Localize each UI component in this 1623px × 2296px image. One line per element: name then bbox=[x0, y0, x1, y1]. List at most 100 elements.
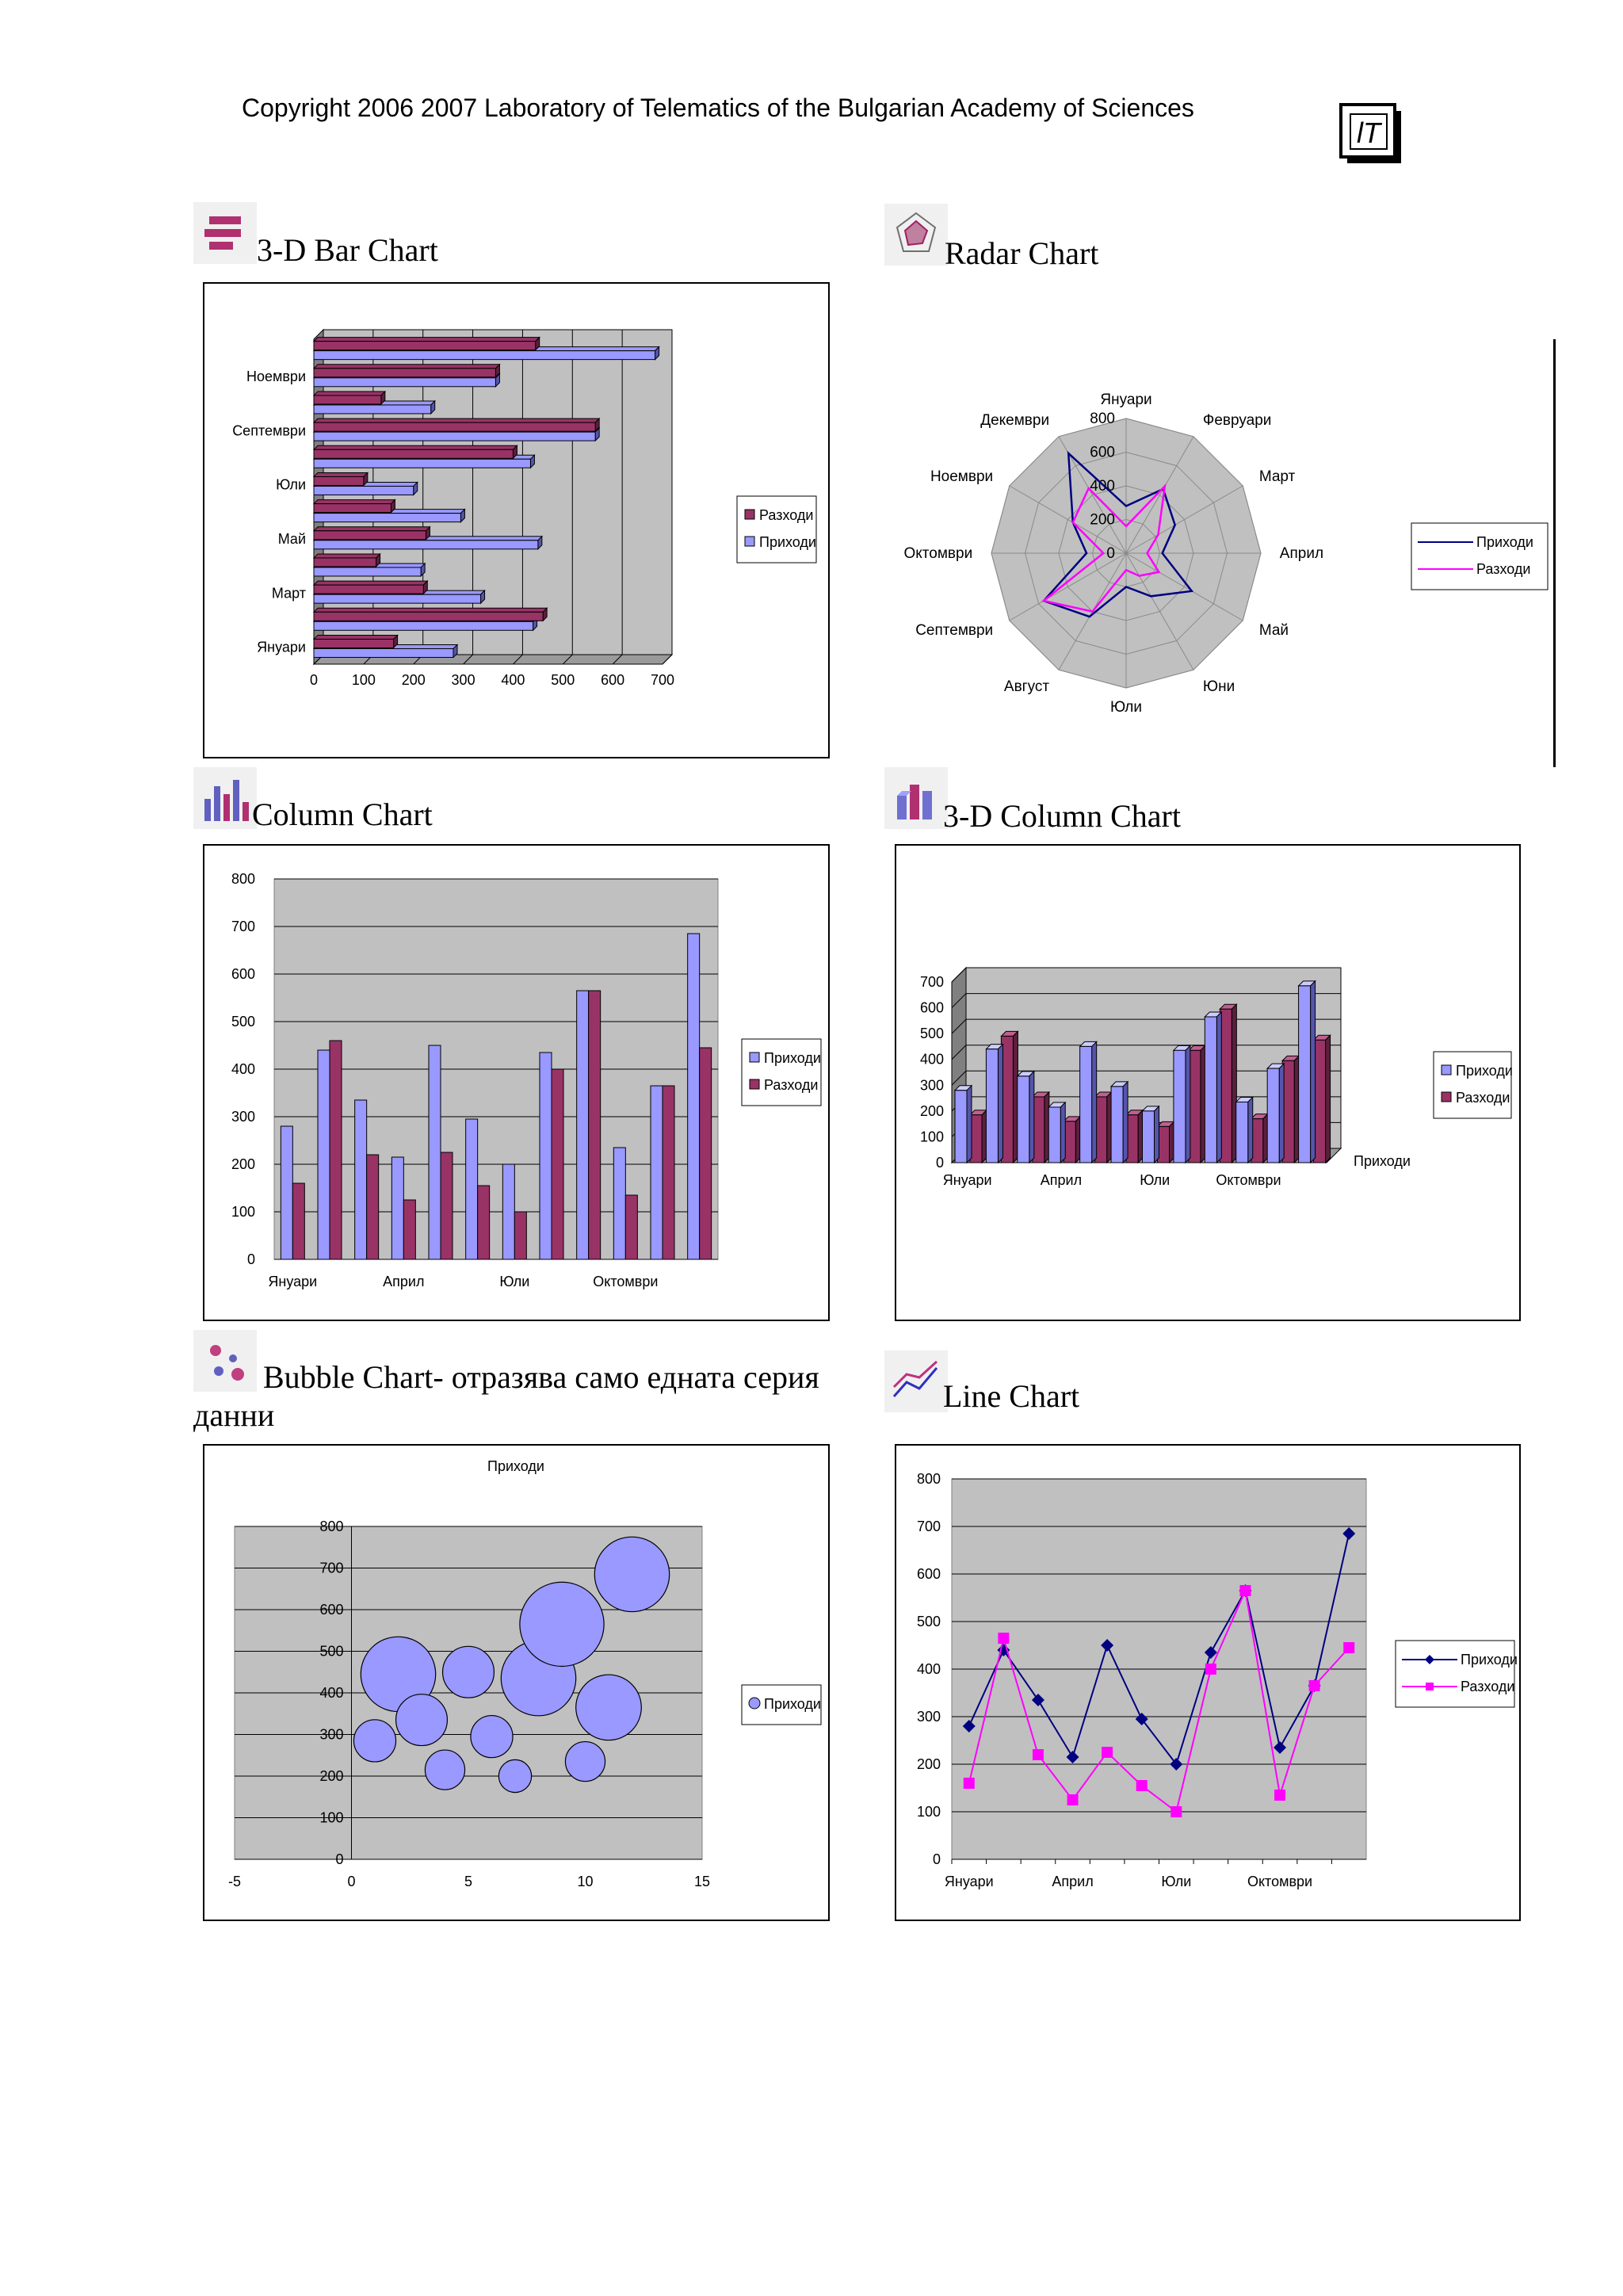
y-tick-label: 800 bbox=[319, 1519, 343, 1534]
bar-top bbox=[312, 553, 381, 559]
radar-chart: Януари Февруари Март Април Май Юни Юли Август Се… bbox=[903, 392, 1549, 716]
radar-tick-label: 0 bbox=[1106, 545, 1115, 562]
bar-top bbox=[312, 634, 399, 640]
y-tick-label: 700 bbox=[917, 1519, 941, 1534]
bubble bbox=[470, 1714, 514, 1759]
column-side bbox=[966, 1084, 972, 1164]
column-bar bbox=[985, 1049, 999, 1163]
legend-label: Разходи bbox=[759, 507, 813, 523]
legend-swatch bbox=[744, 509, 755, 520]
point-marker bbox=[1308, 1680, 1320, 1691]
column-side bbox=[1325, 1034, 1331, 1164]
legend-box bbox=[1433, 1051, 1512, 1119]
y-tick-label: 600 bbox=[920, 1000, 944, 1016]
column-bar bbox=[428, 1045, 441, 1260]
radar-chart-panel: Януари Февруари Март Април Май Юни Юли Август Се… bbox=[884, 341, 1553, 737]
y-tick-label: 500 bbox=[917, 1614, 941, 1629]
bar-top bbox=[312, 499, 396, 505]
gridline bbox=[463, 654, 473, 665]
gridline bbox=[951, 967, 967, 983]
bar bbox=[313, 513, 461, 523]
column-side bbox=[1154, 1105, 1159, 1164]
bar-top bbox=[312, 337, 540, 342]
section-title-column: Column Chart bbox=[252, 797, 433, 832]
radar-category-label: Декември bbox=[980, 412, 1049, 429]
category-label: Януари bbox=[943, 1172, 992, 1188]
bar3d-chart-panel: 0 100 200 300 400 500 600 700 Януари Март Май Юли Се… bbox=[203, 282, 830, 758]
column-bar bbox=[650, 1085, 663, 1260]
bar-chart-icon bbox=[193, 202, 257, 264]
point-marker bbox=[962, 1720, 976, 1733]
point-marker bbox=[1239, 1585, 1251, 1596]
bar-top bbox=[312, 445, 518, 450]
radar-spoke bbox=[1125, 552, 1243, 621]
legend-label: Приходи bbox=[764, 1696, 821, 1712]
point-marker bbox=[1032, 1749, 1044, 1760]
radar-spoke bbox=[1125, 485, 1243, 554]
y-tick-label: 0 bbox=[936, 1155, 944, 1171]
column-bar bbox=[354, 1099, 368, 1260]
y-tick-label: 800 bbox=[231, 871, 255, 887]
gridline bbox=[951, 1045, 967, 1060]
category-label: Септември bbox=[232, 422, 306, 438]
category-label: Октомври bbox=[1247, 1874, 1312, 1889]
column-side bbox=[1122, 1080, 1128, 1164]
y-tick-label: 0 bbox=[933, 1851, 941, 1867]
point-marker bbox=[1274, 1790, 1286, 1801]
bar bbox=[313, 584, 424, 594]
radar-category-label: Май bbox=[1259, 622, 1289, 639]
legend-swatch bbox=[1441, 1064, 1452, 1075]
x-tick-label: 10 bbox=[577, 1874, 593, 1889]
x-tick-label: -5 bbox=[228, 1874, 241, 1889]
column-bar bbox=[551, 1068, 564, 1260]
column-bar bbox=[1017, 1075, 1030, 1163]
radar-spoke bbox=[1009, 485, 1127, 554]
section-title-col3d: 3-D Column Chart bbox=[943, 798, 1181, 834]
point-marker bbox=[1066, 1751, 1079, 1763]
radar-category-label: Ноември bbox=[930, 468, 993, 485]
y-tick-label: 200 bbox=[920, 1103, 944, 1119]
category-label: Ноември bbox=[246, 369, 306, 384]
radar-category-label: Март bbox=[1259, 468, 1296, 485]
line-chart: 0 100 200 300 400 500 600 700 800 Януари Април Юли О… bbox=[917, 1471, 1518, 1889]
bar bbox=[313, 485, 414, 495]
section-title-line: Line Chart bbox=[943, 1378, 1080, 1414]
category-label: Октомври bbox=[593, 1274, 658, 1289]
gridline bbox=[662, 654, 673, 665]
gridline bbox=[612, 654, 623, 665]
radar-tick-label: 600 bbox=[1090, 445, 1115, 461]
point-marker bbox=[1170, 1758, 1183, 1771]
column-bar bbox=[1142, 1110, 1155, 1163]
point-marker bbox=[1067, 1794, 1079, 1805]
bar bbox=[313, 404, 432, 415]
bubble bbox=[575, 1674, 642, 1741]
y-tick-label: 800 bbox=[917, 1471, 941, 1487]
column-bar bbox=[440, 1152, 453, 1260]
bar bbox=[313, 449, 514, 459]
bar-top bbox=[312, 364, 501, 369]
bar bbox=[313, 431, 596, 441]
bubble bbox=[594, 1536, 670, 1613]
y-tick-label: 400 bbox=[920, 1052, 944, 1068]
column-bar bbox=[954, 1090, 968, 1163]
legend-box bbox=[1395, 1640, 1515, 1708]
y-tick-label: 700 bbox=[319, 1561, 343, 1576]
radar-spoke bbox=[1125, 436, 1194, 554]
column-bar bbox=[366, 1154, 380, 1260]
bubble-chart-panel: Приходи 0 100 200 300 400 500 600 700 800 -5 0 5 10 15… bbox=[203, 1444, 830, 1921]
category-label: Януари bbox=[257, 640, 306, 655]
bubble-chart: Приходи 0 100 200 300 400 500 600 700 800 -5 0 5 10 15… bbox=[228, 1458, 822, 1889]
column-bar bbox=[280, 1125, 293, 1260]
category-label: Януари bbox=[268, 1274, 317, 1289]
bar bbox=[313, 476, 365, 486]
column-bar bbox=[588, 990, 601, 1260]
radar-spoke bbox=[1125, 552, 1194, 670]
bubble bbox=[353, 1719, 397, 1763]
category-label: Април bbox=[383, 1274, 424, 1289]
column-bar bbox=[514, 1211, 527, 1260]
y-tick-label: 300 bbox=[319, 1727, 343, 1743]
legend-marker bbox=[1425, 1655, 1434, 1664]
radar-category-label: Септември bbox=[915, 622, 993, 639]
legend-label: Разходи bbox=[1461, 1679, 1514, 1694]
bubble bbox=[498, 1759, 533, 1794]
